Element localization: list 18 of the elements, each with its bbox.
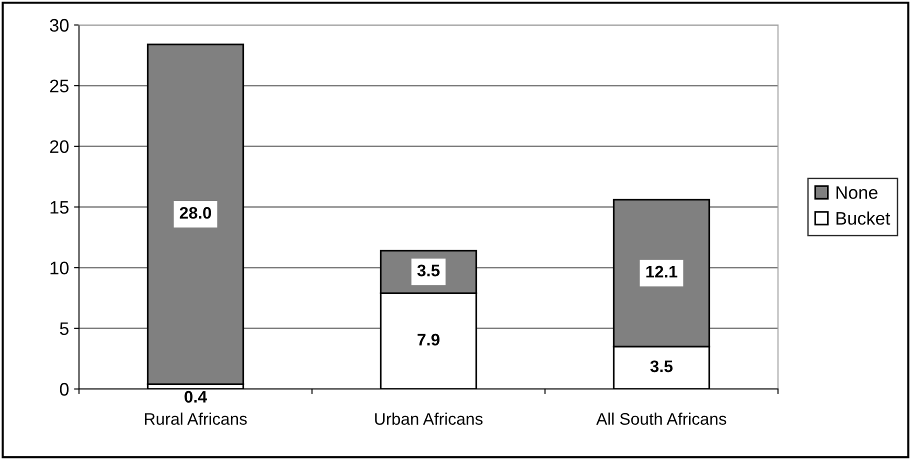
y-tick-label: 0: [60, 382, 69, 396]
data-label: 3.5: [650, 360, 673, 372]
data-label: 12.1: [646, 266, 678, 278]
y-tick-label: 25: [50, 80, 69, 92]
data-label: 0.4: [184, 390, 207, 403]
legend-label: None: [836, 186, 878, 199]
y-tick-label: 10: [50, 262, 69, 274]
x-tick-label: Rural Africans: [144, 412, 247, 425]
x-tick-label: Urban Africans: [375, 412, 483, 425]
y-tick-label: 30: [50, 18, 69, 32]
data-label: 3.5: [417, 264, 440, 276]
legend-label: Bucket: [836, 212, 890, 225]
y-tick-label: 20: [50, 140, 69, 154]
y-tick-label: 15: [50, 201, 69, 214]
data-label: 28.0: [180, 206, 212, 219]
x-tick-label: All South Africans: [596, 412, 726, 425]
y-tick-label: 5: [60, 322, 69, 336]
data-label: 7.9: [418, 334, 440, 346]
